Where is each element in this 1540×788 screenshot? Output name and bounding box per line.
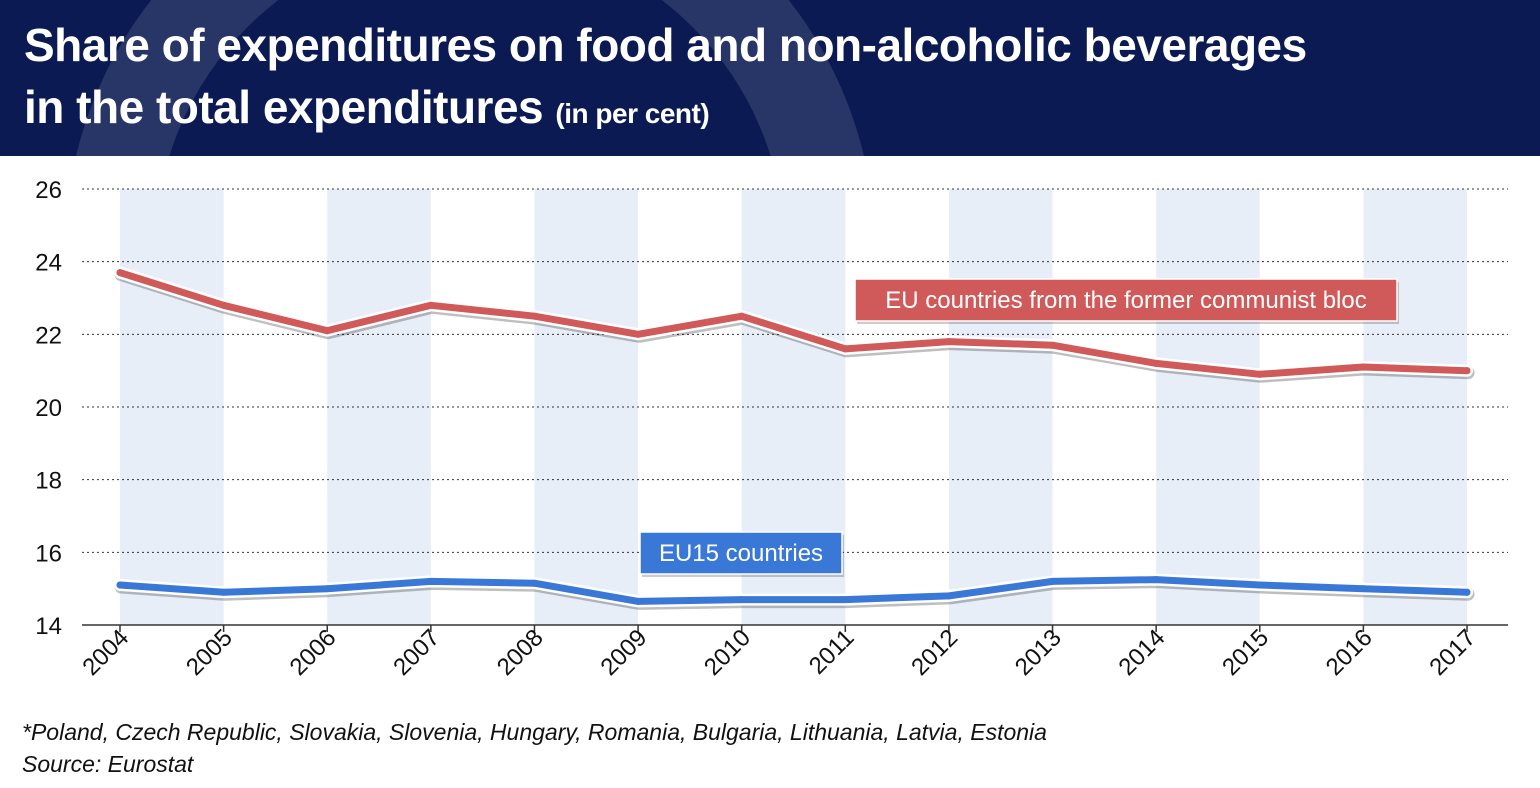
- title-line-2-text: in the total expenditures: [24, 81, 544, 133]
- x-tick-label-2010: 2010: [699, 624, 756, 681]
- series-line-0: [116, 269, 1471, 378]
- x-tick-label-2016: 2016: [1321, 624, 1378, 681]
- x-tick-label-2007: 2007: [388, 624, 445, 681]
- title-line-1: Share of expenditures on food and non-al…: [24, 19, 1307, 71]
- y-tick-label-24: 24: [35, 250, 62, 277]
- title-line-2: in the total expenditures (in per cent): [24, 76, 1307, 145]
- y-tick-label-22: 22: [35, 322, 62, 349]
- shade-band-2016: [1363, 189, 1467, 625]
- shade-band-2012: [948, 189, 1053, 625]
- footnote-countries: *Poland, Czech Republic, Slovakia, Slove…: [22, 719, 1047, 745]
- data-point-0-2013: [1049, 341, 1057, 349]
- line-chart: 14 16 18 20 22 24 26 2004 2005 2006 2007 2008 2009 20…: [35, 177, 1508, 681]
- data-point-0-2017: [1463, 367, 1471, 375]
- data-point-0-2008: [530, 312, 538, 320]
- data-point-1-2006: [323, 585, 331, 593]
- data-point-1-2010: [738, 596, 746, 604]
- x-tick-label-2009: 2009: [595, 624, 652, 681]
- x-tick-label-2004: 2004: [77, 624, 134, 681]
- x-tick-label-2005: 2005: [181, 624, 238, 681]
- data-point-0-2014: [1152, 359, 1160, 367]
- data-point-1-2008: [530, 579, 538, 587]
- data-point-1-2013: [1049, 577, 1057, 585]
- footnote: *Poland, Czech Republic, Slovakia, Slove…: [22, 716, 1047, 780]
- series-label-1: EU15 countries: [659, 540, 823, 567]
- x-tick-label-2011: 2011: [804, 624, 860, 680]
- data-point-1-2005: [220, 588, 228, 596]
- series-label-box-1: [639, 531, 843, 575]
- data-point-0-2005: [220, 301, 228, 309]
- x-tick-label-2013: 2013: [1010, 624, 1067, 681]
- chart-header: Share of expenditures on food and non-al…: [0, 0, 1540, 156]
- data-point-0-2009: [634, 330, 642, 338]
- y-tick-label-14: 14: [35, 613, 62, 640]
- data-point-0-2006: [323, 327, 331, 335]
- data-point-1-2009: [634, 597, 642, 605]
- data-point-0-2010: [738, 312, 746, 320]
- title-unit: (in per cent): [555, 98, 710, 129]
- y-tick-label-16: 16: [35, 540, 62, 567]
- data-point-0-2016: [1359, 363, 1367, 371]
- data-point-0-2015: [1256, 370, 1264, 378]
- data-point-1-2017: [1463, 588, 1471, 596]
- series-labels: EU countries from the former communist b…: [639, 278, 1399, 577]
- data-point-0-2012: [945, 338, 953, 346]
- x-tick-label-2006: 2006: [285, 624, 342, 681]
- data-point-0-2011: [841, 345, 849, 353]
- footnote-source: Source: Eurostat: [22, 751, 194, 777]
- data-point-1-2014: [1152, 576, 1160, 584]
- chart-title: Share of expenditures on food and non-al…: [24, 14, 1307, 145]
- x-tick-label-2012: 2012: [906, 624, 963, 681]
- data-point-1-2012: [945, 592, 953, 600]
- series-lines: [114, 266, 1475, 610]
- data-point-0-2007: [427, 301, 435, 309]
- x-tick-label-2015: 2015: [1217, 624, 1274, 681]
- x-tick-label-2017: 2017: [1424, 624, 1481, 681]
- x-tick-label-2014: 2014: [1114, 624, 1171, 681]
- series-label-box-0: [854, 278, 1398, 322]
- shade-band-2008: [534, 189, 639, 625]
- y-tick-label-20: 20: [35, 395, 62, 422]
- y-tick-label-18: 18: [35, 468, 62, 495]
- y-tick-label-26: 26: [35, 177, 62, 204]
- data-point-0-2004: [116, 269, 124, 277]
- data-point-1-2016: [1359, 585, 1367, 593]
- data-point-1-2004: [116, 581, 124, 589]
- data-point-1-2015: [1256, 581, 1264, 589]
- data-point-1-2007: [427, 577, 435, 585]
- series-line-1: [116, 576, 1471, 605]
- series-label-0: EU countries from the former communist b…: [885, 287, 1367, 314]
- x-tick-label-2008: 2008: [492, 624, 549, 681]
- data-point-1-2011: [841, 596, 849, 604]
